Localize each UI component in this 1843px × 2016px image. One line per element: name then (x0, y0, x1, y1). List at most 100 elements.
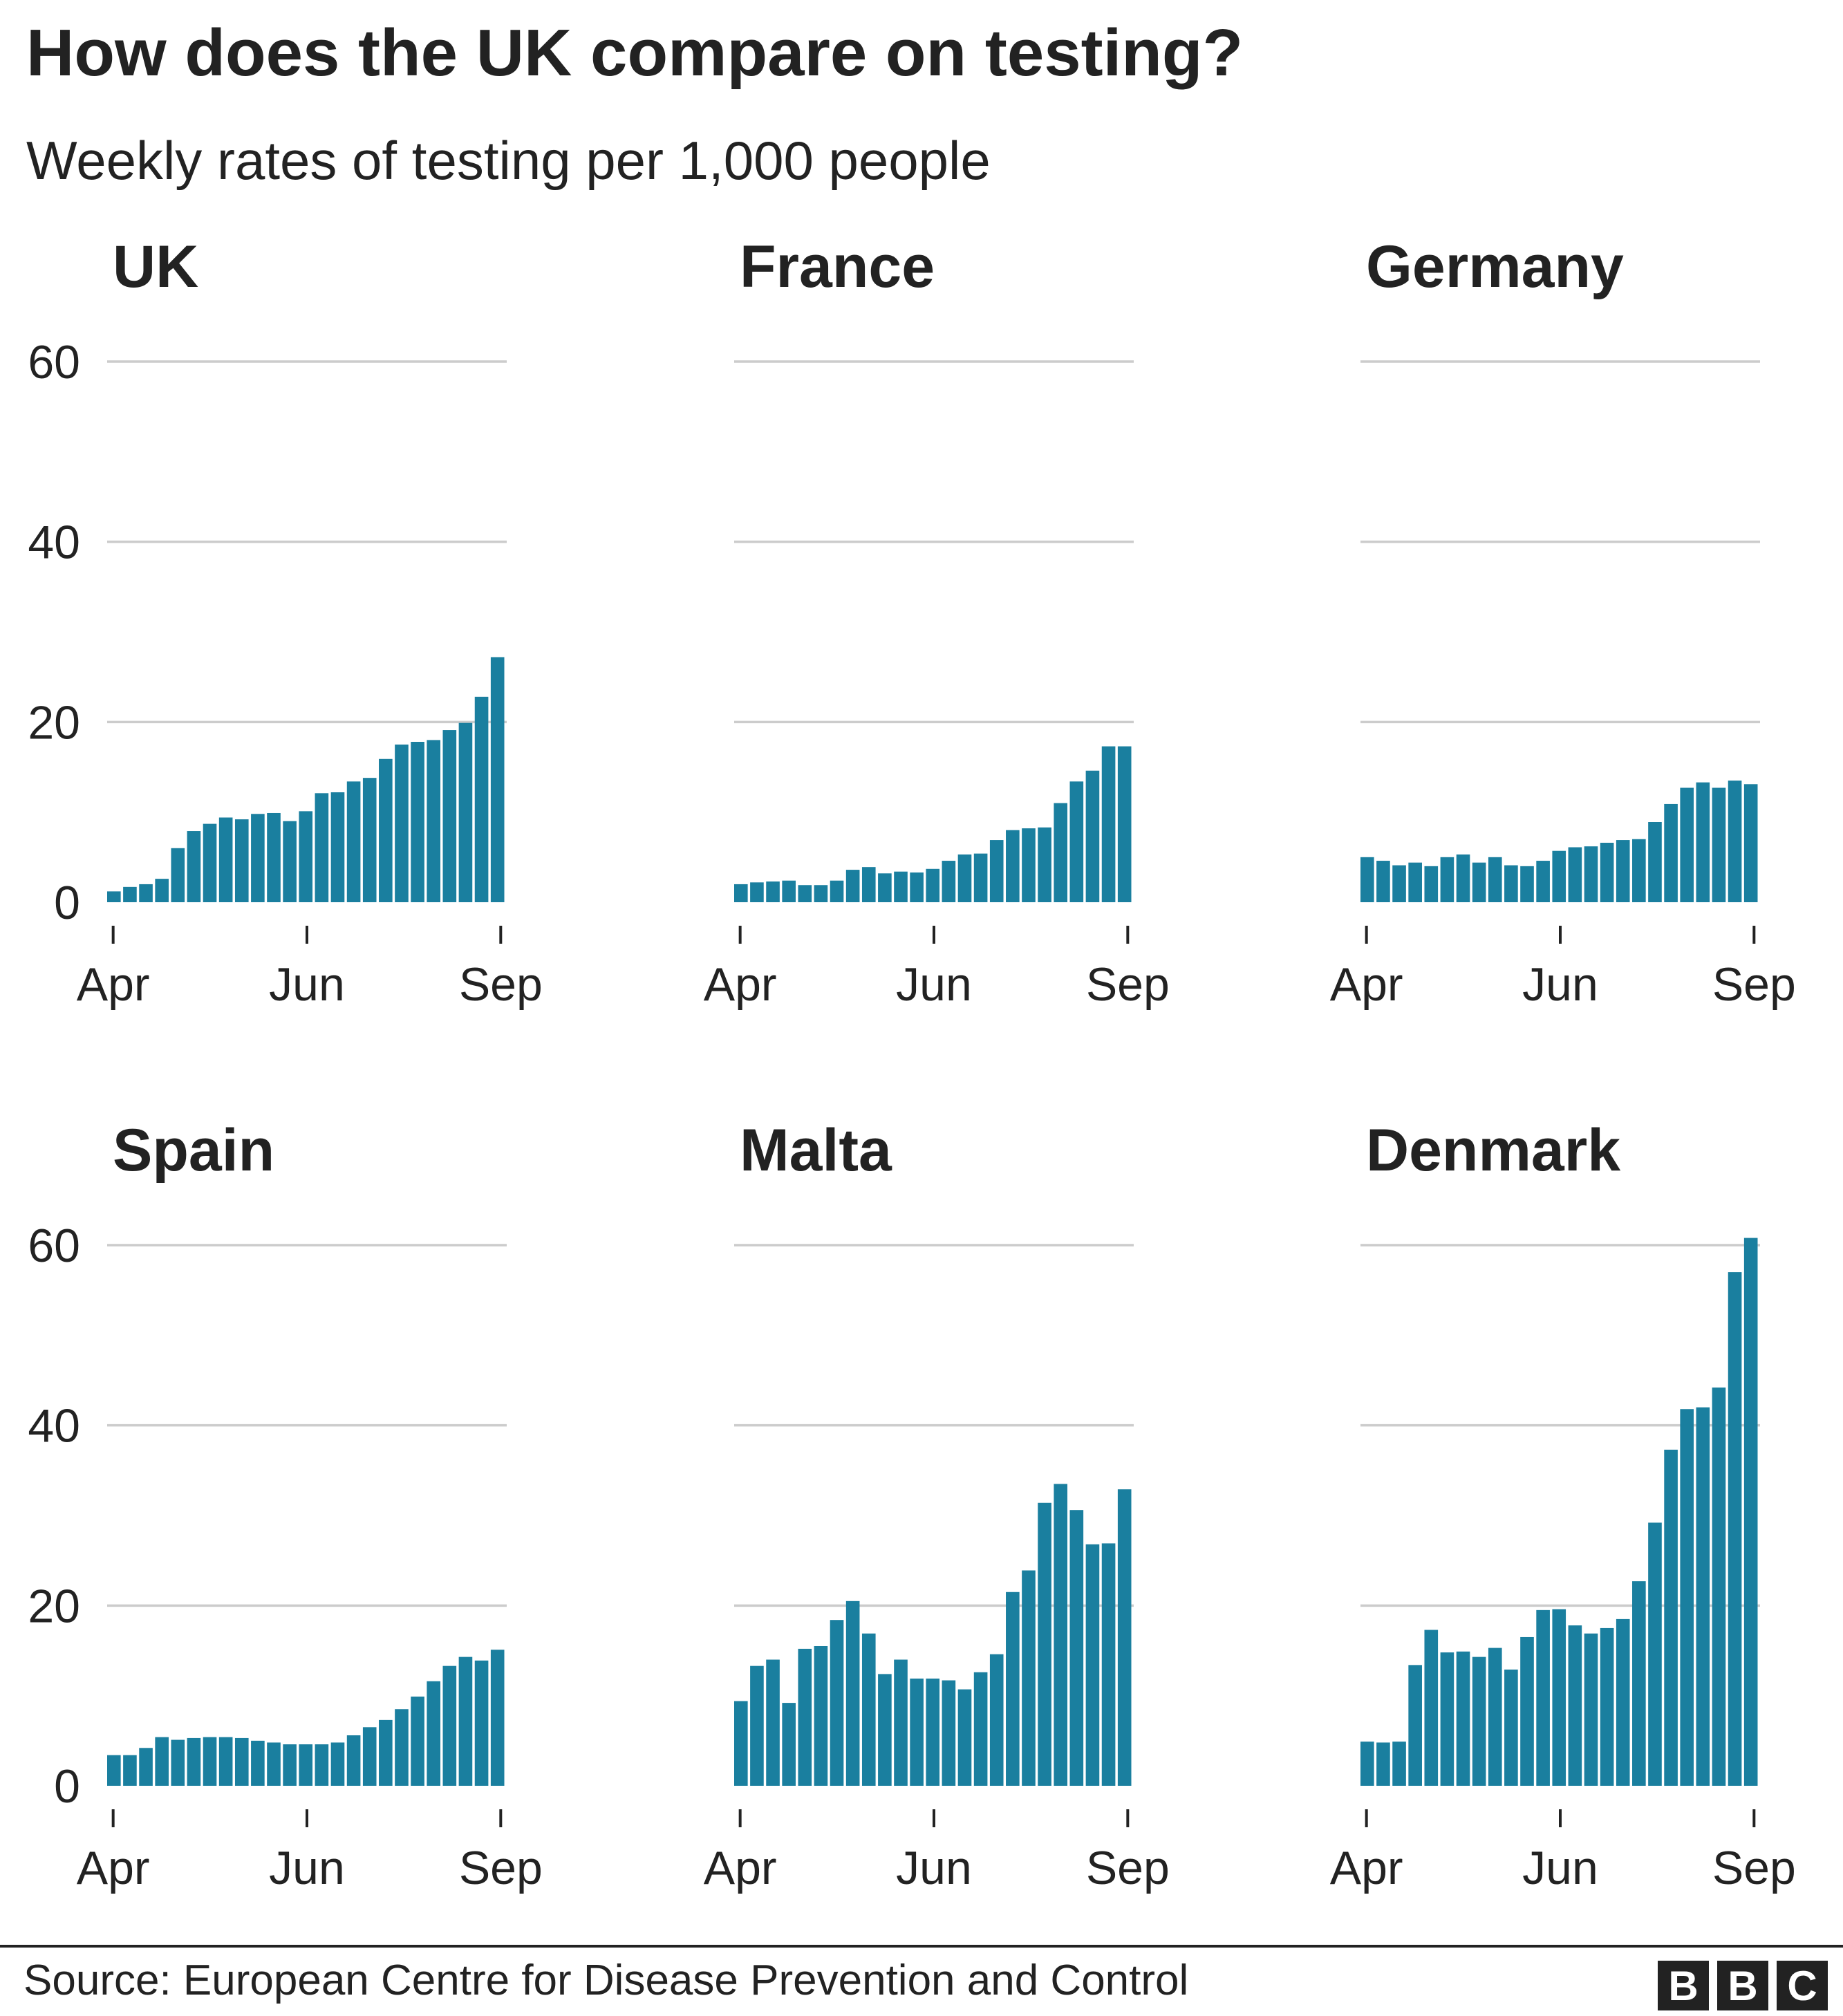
bar-uk-3 (139, 884, 153, 902)
bar-france-9 (861, 867, 876, 902)
x-tick-label-jun: Jun (269, 958, 345, 1011)
bar-spain-2 (123, 1755, 137, 1786)
bar-spain-5 (171, 1739, 185, 1786)
bar-malta-11 (894, 1659, 908, 1786)
x-tick-label-apr: Apr (704, 1842, 777, 1894)
bar-denmark-7 (1456, 1651, 1470, 1786)
x-tick-label-jun: Jun (1522, 958, 1598, 1011)
bar-uk-10 (251, 814, 265, 902)
bar-uk-4 (155, 879, 169, 902)
bar-uk-11 (267, 812, 281, 902)
bar-denmark-2 (1376, 1742, 1390, 1786)
bar-malta-24 (1101, 1543, 1116, 1786)
bar-uk-16 (346, 781, 361, 902)
panel-malta: Malta Apr Jun Sep (704, 1117, 1170, 1894)
bar-germany-2 (1376, 861, 1390, 902)
y-tick-label-0: 0 (54, 877, 80, 929)
x-tick-label-apr: Apr (77, 1842, 150, 1894)
bar-france-7 (830, 880, 844, 902)
bar-germany-1 (1360, 857, 1374, 902)
bar-france-4 (782, 880, 796, 902)
bar-malta-17 (989, 1654, 1004, 1786)
y-tick-label-20: 20 (28, 1580, 80, 1632)
panel-title-germany: Germany (1366, 234, 1624, 300)
bar-france-18 (1006, 830, 1020, 902)
bar-denmark-14 (1568, 1625, 1582, 1786)
bar-uk-17 (362, 778, 377, 902)
bar-uk-21 (427, 740, 441, 902)
bar-uk-1 (107, 891, 121, 902)
bar-france-19 (1022, 828, 1036, 902)
x-tick-label-jun: Jun (1522, 1842, 1598, 1894)
bar-france-21 (1054, 803, 1068, 902)
x-tick-label-sep: Sep (1712, 958, 1796, 1011)
bar-uk-15 (330, 792, 345, 902)
bar-malta-12 (910, 1678, 924, 1786)
x-tick-label-jun: Jun (896, 1842, 972, 1894)
bar-denmark-12 (1536, 1609, 1550, 1786)
bar-germany-11 (1520, 866, 1534, 902)
bar-spain-13 (299, 1744, 313, 1786)
y-tick-label-60: 60 (28, 1220, 80, 1272)
bar-germany-14 (1568, 847, 1582, 902)
bar-france-12 (910, 872, 924, 902)
bar-malta-10 (878, 1674, 892, 1786)
bar-uk-12 (283, 821, 297, 902)
chart-title: How does the UK compare on testing? (26, 16, 1244, 90)
bar-germany-13 (1552, 850, 1566, 902)
bar-malta-3 (766, 1659, 780, 1786)
panel-uk: UK 0 20 40 60 Apr Jun Sep (28, 234, 542, 1011)
bar-malta-19 (1022, 1570, 1036, 1786)
y-tick-label-20: 20 (28, 696, 80, 749)
bar-malta-6 (814, 1645, 828, 1786)
bar-france-15 (957, 854, 972, 902)
bar-malta-16 (973, 1672, 988, 1786)
bar-france-22 (1069, 781, 1084, 902)
bar-uk-2 (123, 886, 137, 902)
bar-denmark-5 (1424, 1630, 1439, 1786)
bar-france-2 (750, 882, 764, 902)
bar-malta-2 (750, 1665, 764, 1786)
bar-france-3 (766, 881, 780, 902)
bar-spain-15 (330, 1742, 345, 1786)
panel-denmark: Denmark Apr Jun Sep (1330, 1117, 1796, 1894)
bar-denmark-16 (1600, 1627, 1614, 1786)
source-note: Source: European Centre for Disease Prev… (24, 1957, 1189, 2004)
bar-denmark-25 (1743, 1238, 1758, 1786)
bar-spain-14 (315, 1744, 329, 1786)
bar-france-13 (926, 868, 940, 902)
x-tick-label-sep: Sep (1712, 1842, 1796, 1894)
bar-malta-21 (1054, 1484, 1068, 1786)
bar-malta-7 (830, 1620, 844, 1786)
panel-germany: Germany Apr Jun Sep (1330, 234, 1796, 1011)
bar-germany-3 (1392, 865, 1406, 902)
footer-divider (0, 1945, 1843, 1948)
bar-france-8 (845, 870, 860, 902)
x-tick-label-sep: Sep (459, 1842, 543, 1894)
bar-denmark-24 (1728, 1272, 1742, 1786)
panel-title-uk: UK (113, 234, 198, 300)
bar-malta-13 (926, 1678, 940, 1786)
bar-denmark-21 (1680, 1409, 1694, 1786)
bar-spain-8 (218, 1737, 233, 1786)
bar-uk-22 (442, 730, 457, 902)
bar-germany-7 (1456, 854, 1470, 902)
bar-uk-5 (171, 848, 185, 902)
bar-spain-7 (203, 1737, 217, 1786)
bar-germany-15 (1584, 846, 1598, 902)
y-tick-label-40: 40 (28, 516, 80, 569)
bar-denmark-8 (1472, 1656, 1486, 1786)
bar-uk-18 (379, 758, 393, 902)
bar-spain-3 (139, 1748, 153, 1786)
bbc-logo: B B C (1658, 1961, 1828, 2010)
bar-spain-16 (346, 1735, 361, 1786)
bar-france-20 (1038, 827, 1051, 902)
bar-denmark-4 (1408, 1665, 1422, 1786)
bar-spain-4 (155, 1737, 169, 1786)
x-tick-label-sep: Sep (459, 958, 543, 1011)
bar-denmark-6 (1440, 1652, 1454, 1786)
bar-germany-4 (1408, 862, 1422, 902)
bar-spain-9 (234, 1737, 249, 1786)
bar-malta-14 (942, 1680, 956, 1786)
bar-spain-12 (283, 1744, 297, 1786)
